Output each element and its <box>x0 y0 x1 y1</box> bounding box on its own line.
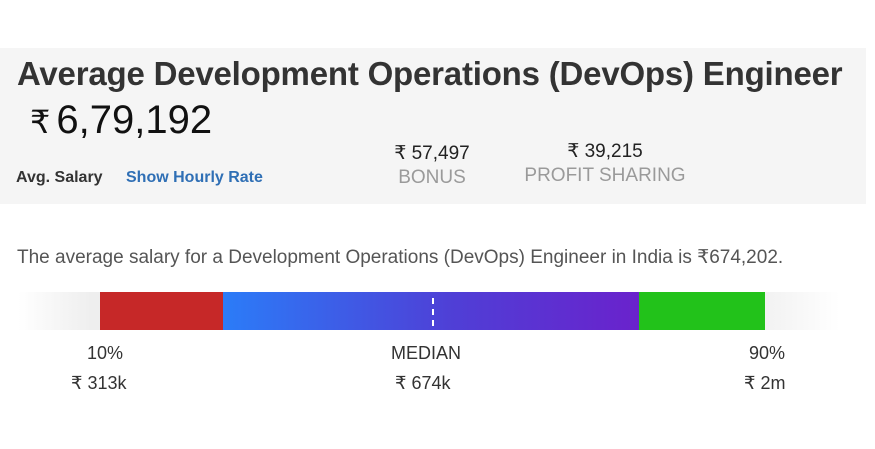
page-title: Average Development Operations (DevOps) … <box>17 55 843 92</box>
average-salary-amount: 6,79,192 <box>56 98 213 142</box>
rupee-currency-symbol: ₹ <box>30 104 51 140</box>
profit-sharing-label: PROFIT SHARING <box>524 165 686 186</box>
salary-summary-panel <box>0 48 866 204</box>
avg-salary-label: Avg. Salary <box>16 169 103 186</box>
bonus-label: BONUS <box>398 167 466 188</box>
p90-label: 90% <box>749 343 786 363</box>
p10-label: 10% <box>87 343 124 363</box>
bonus-block: ₹ 57,497 BONUS <box>380 142 484 189</box>
profit-sharing-amount: ₹ 39,215 <box>567 141 643 162</box>
bonus-amount: ₹ 57,497 <box>394 143 470 164</box>
range-segment-mid <box>223 292 639 330</box>
range-segment-low <box>100 292 223 330</box>
p10-value: ₹ 313k <box>71 373 127 393</box>
range-segment-high <box>639 292 765 330</box>
profit-sharing-block: ₹ 39,215 PROFIT SHARING <box>520 140 690 187</box>
show-hourly-rate-link[interactable]: Show Hourly Rate <box>126 169 263 186</box>
p90-value: ₹ 2m <box>744 373 786 393</box>
median-label: MEDIAN <box>391 343 462 363</box>
salary-description: The average salary for a Development Ope… <box>17 247 784 268</box>
median-marker <box>432 298 434 326</box>
average-salary-value: ₹6,79,192 <box>30 98 212 143</box>
median-value: ₹ 674k <box>395 373 451 393</box>
